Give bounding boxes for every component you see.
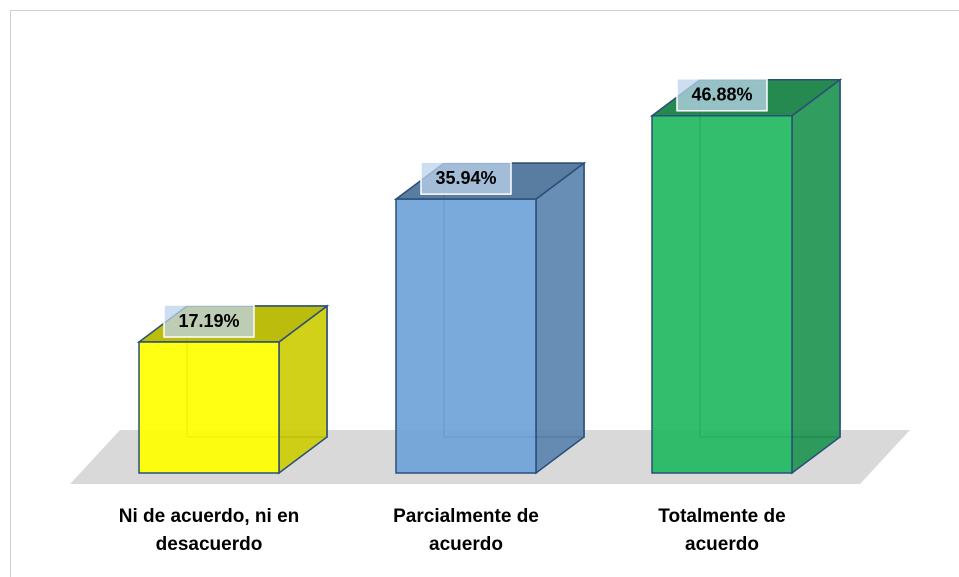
bar-front [651,115,793,474]
bar [649,78,843,475]
value-label: 17.19% [178,311,239,331]
bar [393,161,587,475]
value-label: 46.88% [691,85,752,105]
chart-border [10,10,959,577]
x-tick-label: Ni de acuerdo, ni en desacuerdo [118,506,300,555]
value-label-box [676,78,768,112]
x-tick-label: Totalmente de acuerdo [658,506,786,555]
bar-side [535,161,585,475]
value-label-box [163,304,255,338]
bar-front [395,198,537,474]
x-tick-label: Parcialmente de acuerdo [393,506,539,555]
value-label-box [420,161,512,195]
value-label: 35.94% [435,168,496,188]
bar-front [138,341,280,474]
bar-side [791,78,841,475]
